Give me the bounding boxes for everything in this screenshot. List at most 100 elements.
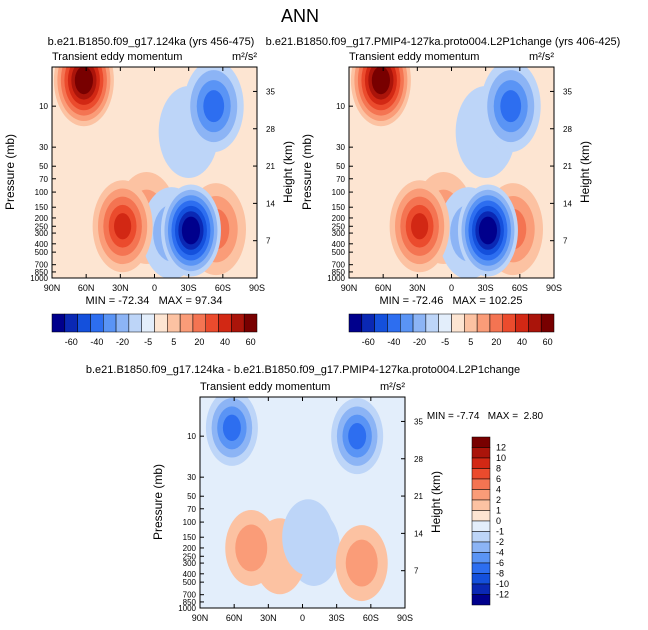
y-tick-label: 70 xyxy=(187,505,196,514)
y-tick-label: 10 xyxy=(39,102,48,111)
y-tick-label: 500 xyxy=(35,248,49,257)
height-tick-label: 35 xyxy=(414,417,423,426)
colorbar-swatch xyxy=(471,562,491,574)
colorbar-swatch xyxy=(540,313,555,333)
panel-difference: b.e21.B1850.f09_g17.124ka - b.e21.B1850.… xyxy=(86,364,544,623)
contour-region xyxy=(348,422,367,450)
colorbar-swatch xyxy=(243,313,258,333)
y-tick-label: 400 xyxy=(35,240,49,249)
height-tick-label: 14 xyxy=(563,199,572,208)
contour-region xyxy=(282,499,335,576)
colorbar-swatch xyxy=(515,313,529,333)
y-tick-label: 700 xyxy=(183,591,197,600)
colorbar-label: -10 xyxy=(496,579,509,589)
height-tick-label: 28 xyxy=(414,455,423,464)
y-tick-label: 150 xyxy=(332,203,346,212)
contour-region xyxy=(235,524,268,572)
colorbar-swatch xyxy=(374,313,388,333)
colorbar-swatch xyxy=(218,313,232,333)
height-tick-label: 35 xyxy=(266,87,275,96)
colorbar-label: 10 xyxy=(496,453,506,463)
contour-region xyxy=(114,213,132,240)
y-tick-label: 30 xyxy=(336,143,345,152)
x-tick-label: 0 xyxy=(152,283,157,293)
y-tick-label: 30 xyxy=(39,143,48,152)
units-label: m²/s² xyxy=(232,51,257,63)
height-tick-label: 14 xyxy=(414,529,423,538)
y-tick-label: 300 xyxy=(35,229,49,238)
x-tick-label: 30S xyxy=(329,613,345,623)
colorbar-label: -20 xyxy=(413,337,426,347)
height-tick-label: 21 xyxy=(266,162,275,171)
axis-ticks: 90N 60N 30N 0 30S 60S 90S103050701001502002503… xyxy=(30,67,275,293)
colorbar-swatch xyxy=(179,313,194,333)
colorbar-label: -40 xyxy=(387,337,400,347)
colorbar-swatch xyxy=(471,478,491,490)
y-tick-label: 200 xyxy=(332,214,346,223)
y-tick-label: 50 xyxy=(187,492,196,501)
colorbar-label: -2 xyxy=(496,537,504,547)
y-tick-label: 100 xyxy=(35,188,49,197)
colorbar-label: 1 xyxy=(496,506,501,516)
colorbar-label: -5 xyxy=(441,337,449,347)
y-tick-label: 1000 xyxy=(327,274,345,283)
colorbar-label: 2 xyxy=(496,495,501,505)
y-tick-label: 100 xyxy=(183,518,197,527)
colorbar-swatch xyxy=(471,594,491,606)
height-tick-label: 35 xyxy=(563,87,572,96)
y-axis-label: Pressure (mb) xyxy=(3,134,17,210)
x-tick-label: 30S xyxy=(478,283,494,293)
colorbar-label: 20 xyxy=(194,337,204,347)
colorbar-swatch xyxy=(471,489,491,501)
axis-ticks: 90N 60N 30N 0 30S 60S 90S103050701001502002503… xyxy=(178,397,423,623)
colorbar-swatch xyxy=(400,313,414,333)
y-tick-label: 250 xyxy=(35,222,49,231)
colorbar-swatch xyxy=(154,313,168,333)
colorbar-swatch xyxy=(387,313,401,333)
y-tick-label: 500 xyxy=(332,248,346,257)
colorbar-label: 4 xyxy=(496,485,501,495)
contour-region xyxy=(500,90,522,123)
colorbar-right: -60 -40 -20 -5 5 20 40 60 xyxy=(348,313,555,347)
y-tick-label: 250 xyxy=(183,552,197,561)
y-tick-label: 50 xyxy=(39,162,48,171)
colorbar-label: 12 xyxy=(496,443,506,453)
y-tick-label: 30 xyxy=(187,473,196,482)
colorbar-label: 40 xyxy=(517,337,527,347)
contour-region xyxy=(185,221,197,240)
colorbar-swatch xyxy=(476,313,491,333)
panel-top-left: b.e21.B1850.f09_g17.124ka (yrs 456-475) … xyxy=(3,36,295,307)
colorbar-swatch xyxy=(90,313,104,333)
colorbar-label: -12 xyxy=(496,590,509,600)
x-tick-label: 30N xyxy=(409,283,426,293)
colorbar-swatch xyxy=(51,313,66,333)
colorbar-swatch xyxy=(348,313,363,333)
panel-title: b.e21.B1850.f09_g17.124ka - b.e21.B1850.… xyxy=(86,364,520,376)
min-max-stats: MIN = -7.74 MAX = 2.80 xyxy=(427,411,544,422)
colorbar-swatch xyxy=(192,313,206,333)
panel-title: b.e21.B1850.f09_g17.PMIP4-127ka.proto004… xyxy=(266,36,621,48)
colorbar-label: -40 xyxy=(90,337,103,347)
y-tick-label: 100 xyxy=(332,188,346,197)
colorbar-swatch xyxy=(128,313,142,333)
colorbar-label: -6 xyxy=(496,558,504,568)
colorbar-swatch xyxy=(489,313,503,333)
height-tick-label: 7 xyxy=(266,237,271,246)
y-tick-label: 10 xyxy=(336,102,345,111)
y-axis-label-right: Height (km) xyxy=(281,141,295,203)
x-tick-label: 60N xyxy=(375,283,392,293)
colorbar-swatch xyxy=(412,313,427,333)
x-tick-label: 60S xyxy=(215,283,231,293)
x-tick-label: 60S xyxy=(512,283,528,293)
x-tick-label: 60S xyxy=(363,613,379,623)
x-tick-label: 90S xyxy=(249,283,265,293)
y-tick-label: 200 xyxy=(35,214,49,223)
heatmap-field xyxy=(52,67,257,278)
colorbar-swatch xyxy=(471,541,491,553)
colorbar-swatch xyxy=(471,583,491,595)
colorbar-label: 5 xyxy=(468,337,473,347)
colorbar-label: 40 xyxy=(220,337,230,347)
colorbar-swatch xyxy=(205,313,219,333)
